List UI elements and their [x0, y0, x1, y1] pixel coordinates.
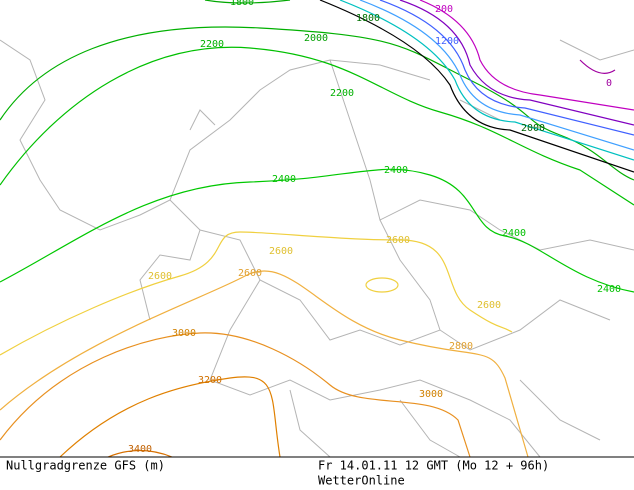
contour-label: 3000: [172, 328, 196, 339]
contour-label: 2200: [330, 88, 354, 99]
contour-label: 2600: [269, 246, 293, 257]
contour-label: 0: [606, 78, 612, 89]
contour-label: 3000: [419, 389, 443, 400]
contour-label: 2600: [477, 300, 501, 311]
contour-label: 2000: [304, 33, 328, 44]
contour-label: 3400: [128, 444, 152, 455]
contour-label: 2400: [272, 174, 296, 185]
contour-label: 2200: [200, 39, 224, 50]
contour-label: 3200: [198, 375, 222, 386]
footer-run: Fr 14.01.11 12 GMT (Mo 12 + 96h): [318, 459, 549, 473]
contour-label: 200: [435, 4, 453, 15]
contour-label: 2000: [521, 123, 545, 134]
footer-title: Nullgradgrenze GFS (m): [6, 459, 165, 473]
contour-label: 2600: [386, 235, 410, 246]
contour-label: 1800: [356, 13, 380, 24]
contours: [0, 0, 634, 458]
contour-label: 2600: [238, 268, 262, 279]
contour-label: 1200: [435, 36, 459, 47]
contour-label: 2600: [148, 271, 172, 282]
footer-source: WetterOnline: [318, 474, 405, 488]
contour-label: 1800: [230, 0, 254, 8]
contour-label: 2400: [597, 284, 621, 295]
contour-label: 2800: [449, 341, 473, 352]
contour-label: 2400: [502, 228, 526, 239]
contour-label: 2400: [384, 165, 408, 176]
contour-labels: 1800 1800 2000 2200 2200 200 1200 0 2000…: [128, 0, 621, 455]
